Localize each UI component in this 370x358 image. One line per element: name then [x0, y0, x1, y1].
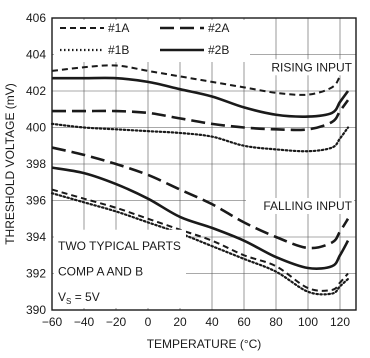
note-background	[54, 229, 186, 308]
falling-input-label: FALLING INPUT	[263, 199, 352, 213]
x-tick-label: 120	[330, 315, 350, 329]
legend-label: #1B	[108, 43, 129, 57]
note-rest: = 5V	[71, 290, 99, 304]
rising-input-label: RISING INPUT	[271, 60, 352, 74]
note-line-3: VS = 5V	[58, 290, 100, 306]
y-tick-label: 402	[26, 84, 46, 98]
plot-frame	[51, 17, 357, 311]
x-axis-label: TEMPERATURE (°C)	[147, 337, 262, 351]
series-line-rising-1B	[50, 122, 350, 153]
note-sub: S	[66, 297, 71, 306]
y-tick-label: 398	[26, 157, 46, 171]
x-tick-label: 80	[269, 315, 283, 329]
y-tick-label: 404	[26, 48, 46, 62]
y-tick-label: 390	[26, 303, 46, 317]
ann-rising-background	[256, 59, 354, 76]
ann-falling-background	[246, 197, 354, 214]
x-tick-label: −40	[74, 315, 95, 329]
series-line-falling-1A	[51, 188, 349, 292]
y-tick-label: 396	[26, 194, 46, 208]
series-line-falling-2A	[51, 146, 350, 250]
x-tick-label: −60	[42, 315, 63, 329]
series-line-rising-2B	[51, 76, 350, 118]
note-line-1: TWO TYPICAL PARTS	[58, 239, 181, 253]
axis-ticks: −60 −40 −20 0 20 40 60 80 100 120 390 392 394 396 398 4…	[26, 11, 350, 329]
series-line-falling-1B	[50, 192, 350, 296]
series-line-falling-2B	[51, 166, 350, 270]
legend: #1A #2A #1B #2B	[54, 20, 250, 62]
series-line-rising-1A	[51, 63, 349, 96]
note-v: V	[58, 290, 66, 304]
legend-label: #2B	[208, 43, 229, 57]
y-tick-label: 400	[26, 121, 46, 135]
series-lines	[50, 63, 350, 296]
y-tick-label: 406	[26, 11, 46, 25]
y-tick-label: 394	[26, 230, 46, 244]
legend-background	[54, 20, 250, 62]
note-line-2: COMP A AND B	[58, 264, 143, 278]
x-tick-label: 100	[298, 315, 318, 329]
y-axis-label: THRESHOLD VOLTAGE (mV)	[3, 83, 17, 245]
legend-label: #2A	[208, 21, 229, 35]
y-tick-label: 392	[26, 267, 46, 281]
x-tick-label: 40	[205, 315, 219, 329]
x-tick-label: 60	[237, 315, 251, 329]
x-tick-label: 0	[145, 315, 152, 329]
x-tick-label: −20	[106, 315, 127, 329]
series-line-rising-2A	[52, 99, 350, 132]
x-tick-label: 20	[173, 315, 187, 329]
legend-label: #1A	[108, 21, 129, 35]
